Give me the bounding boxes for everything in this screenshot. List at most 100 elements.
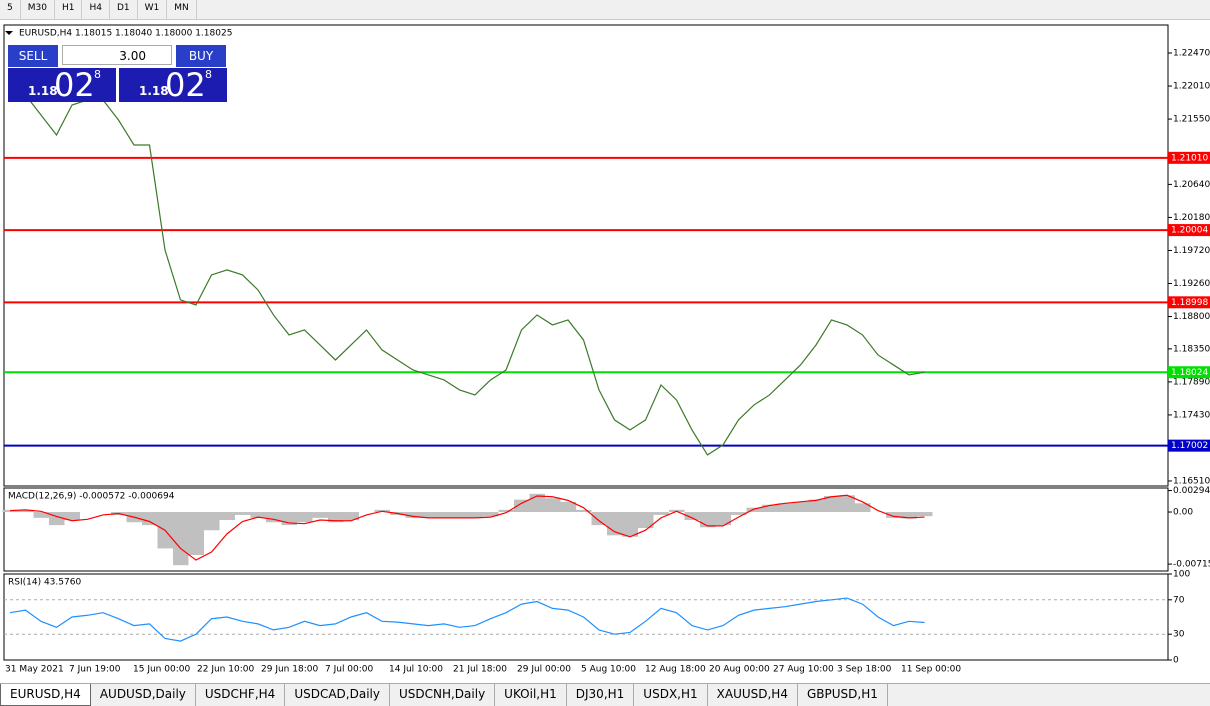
y-tick-label: 1.17890 — [1173, 377, 1210, 387]
rsi-title: RSI(14) 43.5760 — [8, 578, 81, 588]
timeframe-button[interactable]: MN — [167, 0, 197, 19]
histogram-bar — [405, 512, 421, 518]
x-tick-label: 3 Sep 18:00 — [837, 665, 892, 675]
x-tick-label: 11 Sep 00:00 — [901, 665, 961, 675]
y-tick-label: 0.002947 — [1173, 486, 1210, 496]
level-label: 1.20004 — [1171, 226, 1208, 236]
price-pip: 8 — [205, 68, 212, 81]
level-label: 1.21010 — [1171, 153, 1208, 163]
histogram-bar — [886, 512, 902, 518]
signal-line — [9, 494, 925, 561]
chart-tab[interactable]: DJ30,H1 — [567, 684, 635, 706]
x-tick-label: 20 Aug 00:00 — [709, 665, 770, 675]
histogram-bar — [436, 512, 452, 518]
histogram-bar — [421, 512, 437, 518]
y-tick-label: 1.18350 — [1173, 344, 1210, 354]
chart-tab[interactable]: UKOil,H1 — [495, 684, 567, 706]
one-click-trading: SELL 3.00 BUY 1.18 02 8 1.18 02 8 — [8, 45, 227, 104]
timeframe-button[interactable]: 5 — [0, 0, 21, 19]
x-tick-label: 15 Jun 00:00 — [133, 665, 190, 675]
chart-tab[interactable]: USDCAD,Daily — [285, 684, 390, 706]
timeframe-button[interactable]: D1 — [110, 0, 138, 19]
chart-tab[interactable]: USDCHF,H4 — [196, 684, 286, 706]
sell-button[interactable]: SELL — [8, 45, 58, 67]
timeframe-button[interactable]: H1 — [55, 0, 83, 19]
histogram-bar — [684, 512, 700, 521]
y-tick-label: 1.17430 — [1173, 410, 1210, 420]
y-tick-label: 1.16510 — [1173, 476, 1210, 486]
price-main: 02 — [165, 66, 206, 104]
price-main: 02 — [54, 66, 95, 104]
histogram-bar — [328, 512, 344, 523]
histogram-bar — [235, 512, 251, 515]
y-tick-label: 70 — [1173, 595, 1185, 605]
timeframe-toolbar: 5 M30 H1 H4 D1 W1 MN — [0, 0, 1210, 20]
chart-tab[interactable]: EURUSD,H4 — [0, 684, 91, 706]
chart-tab[interactable]: XAUUSD,H4 — [708, 684, 798, 706]
x-tick-label: 27 Aug 10:00 — [773, 665, 834, 675]
histogram-bar — [219, 512, 235, 521]
chart-tab[interactable]: AUDUSD,Daily — [91, 684, 196, 706]
histogram-bar — [250, 512, 266, 518]
level-tag — [1168, 224, 1210, 237]
histogram-bar — [467, 512, 483, 518]
timeframe-button[interactable]: H4 — [82, 0, 110, 19]
histogram-bar — [343, 512, 359, 521]
buy-button[interactable]: BUY — [176, 45, 226, 67]
chart-tabs: EURUSD,H4 AUDUSD,Daily USDCHF,H4 USDCAD,Dai… — [0, 683, 1210, 706]
histogram-bar — [576, 509, 592, 513]
histogram-bar — [204, 512, 220, 531]
chart-tab[interactable]: USDCNH,Daily — [390, 684, 496, 706]
level-label: 1.17002 — [1171, 441, 1208, 451]
histogram-bar — [839, 495, 855, 513]
histogram-bar — [746, 507, 762, 513]
histogram-bar — [297, 512, 313, 523]
y-tick-label: 1.20640 — [1173, 180, 1210, 190]
histogram-bar — [312, 512, 328, 518]
histogram-bar — [777, 503, 793, 513]
histogram-bar — [793, 501, 809, 513]
y-tick-label: 1.21550 — [1173, 115, 1210, 125]
buy-price[interactable]: 1.18 02 8 — [119, 66, 227, 104]
histogram-bar — [483, 512, 499, 517]
histogram-bar — [560, 501, 576, 513]
histogram-bar — [591, 512, 607, 526]
timeframe-button[interactable]: M30 — [21, 0, 55, 19]
rsi-panel — [3, 573, 1169, 661]
histogram-bar — [653, 512, 669, 515]
y-tick-label: 1.19720 — [1173, 246, 1210, 256]
sell-price[interactable]: 1.18 02 8 — [8, 66, 116, 104]
y-tick-label: 30 — [1173, 630, 1185, 640]
histogram-bar — [64, 512, 80, 521]
histogram-bar — [855, 503, 871, 513]
y-tick-label: 1.18800 — [1173, 312, 1210, 322]
price-big: 1.18 — [28, 84, 58, 98]
chart-tab[interactable]: USDX,H1 — [634, 684, 708, 706]
x-tick-label: 31 May 2021 — [5, 665, 64, 675]
collapse-icon — [5, 31, 13, 35]
level-tag — [1168, 439, 1210, 452]
y-tick-label: 100 — [1173, 570, 1190, 580]
histogram-bar — [808, 499, 824, 513]
y-tick-label: 0 — [1173, 656, 1179, 666]
rsi-line — [9, 597, 925, 642]
lot-input[interactable]: 3.00 — [62, 45, 172, 65]
histogram-bar — [762, 504, 778, 513]
y-tick-label: 1.19260 — [1173, 279, 1210, 289]
histogram-bar — [33, 512, 49, 518]
histogram-bar — [514, 499, 530, 513]
level-tag — [1168, 151, 1210, 164]
x-tick-label: 7 Jul 00:00 — [325, 665, 374, 675]
histogram-bar — [529, 493, 545, 513]
histogram-bar — [638, 512, 654, 529]
histogram-bar — [824, 496, 840, 513]
x-tick-label: 21 Jul 18:00 — [453, 665, 507, 675]
price-title: EURUSD,H4 1.18015 1.18040 1.18000 1.1802… — [19, 29, 232, 39]
price-big: 1.18 — [139, 84, 169, 98]
histogram-bar — [188, 512, 204, 555]
timeframe-button[interactable]: W1 — [138, 0, 168, 19]
level-tag — [1168, 296, 1210, 309]
level-label: 1.18024 — [1171, 368, 1208, 378]
chart-tab[interactable]: GBPUSD,H1 — [798, 684, 888, 706]
